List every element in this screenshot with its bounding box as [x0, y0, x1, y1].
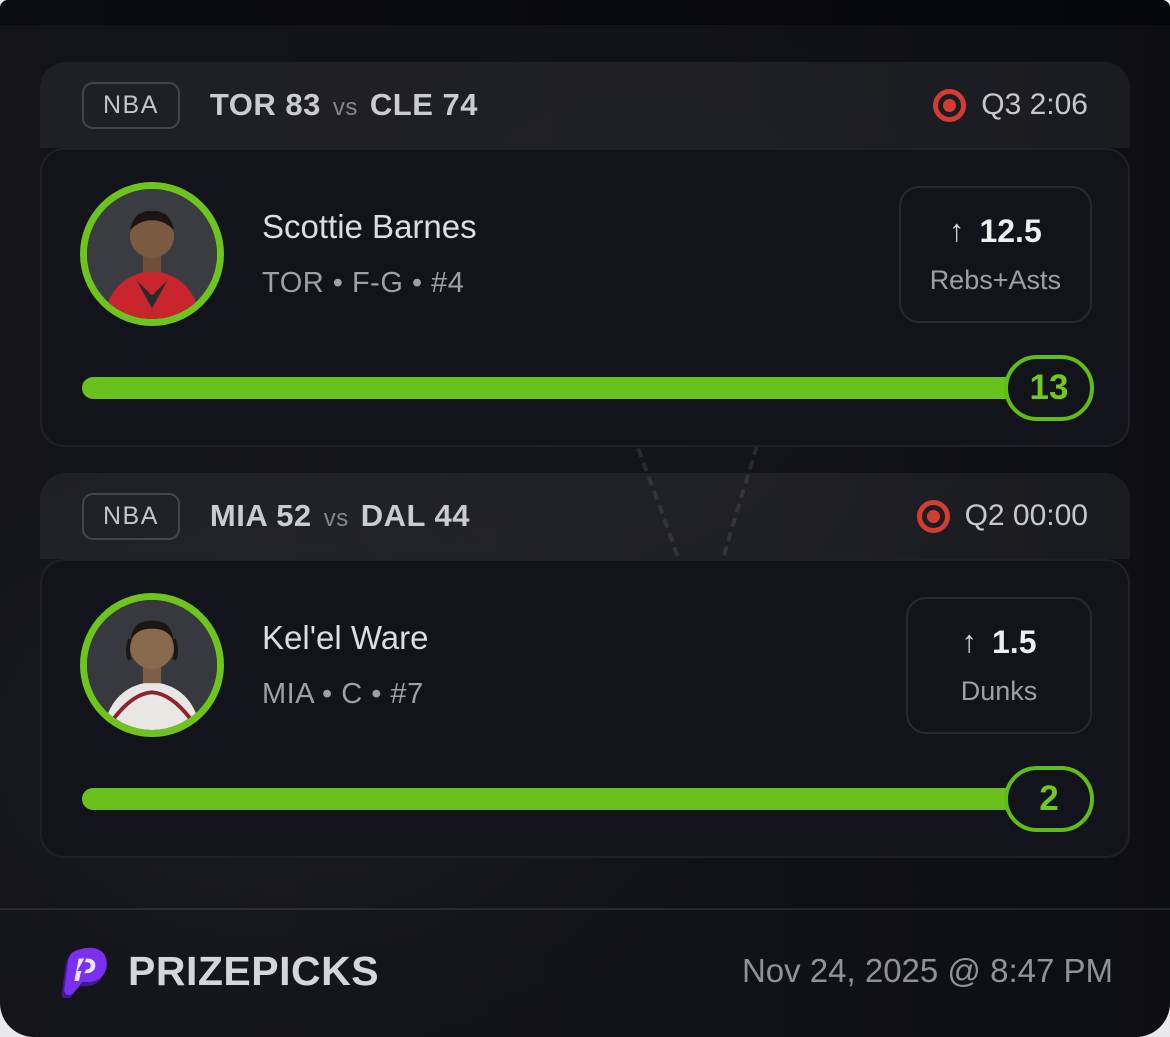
game-clock: Q2 00:00 [964, 499, 1088, 532]
vs-label: vs [332, 94, 358, 121]
player-avatar [80, 182, 224, 326]
current-stat-badge: 2 [1004, 766, 1094, 832]
prop-card-kelel-ware[interactable]: NBA MIA 52 vs DAL 44 Q2 00:00 [40, 473, 1130, 858]
footer: P PRIZEPICKS Nov 24, 2025 @ 8:47 PM [0, 910, 1170, 1032]
live-indicator-icon [916, 499, 950, 533]
footer-divider [0, 908, 1170, 910]
player-photo-placeholder [87, 189, 217, 319]
player-row: Kel'el Ware MIA • C • #7 ↑ 1.5 Dunks [80, 593, 1092, 737]
player-prop-body: Scottie Barnes TOR • F-G • #4 ↑ 12.5 Reb… [40, 148, 1130, 447]
brand-wordmark: PRIZEPICKS [128, 947, 380, 994]
progress-row: 2 [80, 766, 1094, 832]
live-indicator-icon [933, 88, 967, 122]
projection-stat-label: Rebs+Asts [929, 264, 1061, 295]
prop-card-scottie-barnes[interactable]: NBA TOR 83 vs CLE 74 Q3 2:06 [40, 62, 1130, 447]
league-badge: NBA [82, 492, 180, 540]
game-header: NBA TOR 83 vs CLE 74 Q3 2:06 [40, 62, 1130, 148]
projection-stat-label: Dunks [960, 675, 1038, 706]
arrow-up-icon: ↑ [961, 624, 978, 659]
projection-line: 12.5 [979, 212, 1042, 249]
player-text: Scottie Barnes TOR • F-G • #4 [262, 208, 477, 300]
game-header: NBA MIA 52 vs DAL 44 Q2 00:00 [40, 473, 1130, 559]
game-clock-wrap: Q3 2:06 [933, 88, 1088, 122]
vs-label: vs [323, 505, 349, 532]
projection-box[interactable]: ↑ 12.5 Rebs+Asts [898, 185, 1092, 323]
team1-score: MIA 52 [209, 498, 312, 533]
progress-bar [82, 788, 1066, 810]
projection-line: 1.5 [992, 623, 1037, 660]
current-stat-badge: 13 [1004, 355, 1094, 421]
brand: P PRIZEPICKS [57, 944, 379, 998]
progress-row: 13 [80, 355, 1094, 421]
player-name: Kel'el Ware [262, 619, 429, 656]
team2-score: DAL 44 [360, 498, 470, 533]
timestamp: Nov 24, 2025 @ 8:47 PM [741, 952, 1113, 989]
league-badge: NBA [82, 81, 180, 129]
team2-score: CLE 74 [369, 87, 478, 122]
team1-score: TOR 83 [209, 87, 321, 122]
window-top-edge [0, 0, 1170, 25]
arrow-up-icon: ↑ [948, 213, 965, 248]
player-row: Scottie Barnes TOR • F-G • #4 ↑ 12.5 Reb… [80, 182, 1092, 326]
player-prop-body: Kel'el Ware MIA • C • #7 ↑ 1.5 Dunks 2 [40, 559, 1130, 858]
player-avatar [80, 593, 224, 737]
matchup-score: MIA 52 vs DAL 44 [210, 498, 470, 534]
matchup-score: TOR 83 vs CLE 74 [210, 87, 478, 123]
player-text: Kel'el Ware MIA • C • #7 [262, 619, 428, 711]
projection-box[interactable]: ↑ 1.5 Dunks [906, 596, 1092, 734]
progress-bar [82, 377, 1066, 399]
player-name: Scottie Barnes [262, 208, 477, 245]
player-meta: TOR • F-G • #4 [262, 267, 465, 299]
player-meta: MIA • C • #7 [262, 678, 424, 710]
game-clock-wrap: Q2 00:00 [916, 499, 1088, 533]
prizepicks-logo-icon: P [61, 947, 107, 998]
projection-value-row: ↑ 12.5 [930, 213, 1061, 250]
game-clock: Q3 2:06 [981, 88, 1088, 121]
player-photo-placeholder [87, 600, 217, 730]
projection-value-row: ↑ 1.5 [937, 624, 1061, 661]
